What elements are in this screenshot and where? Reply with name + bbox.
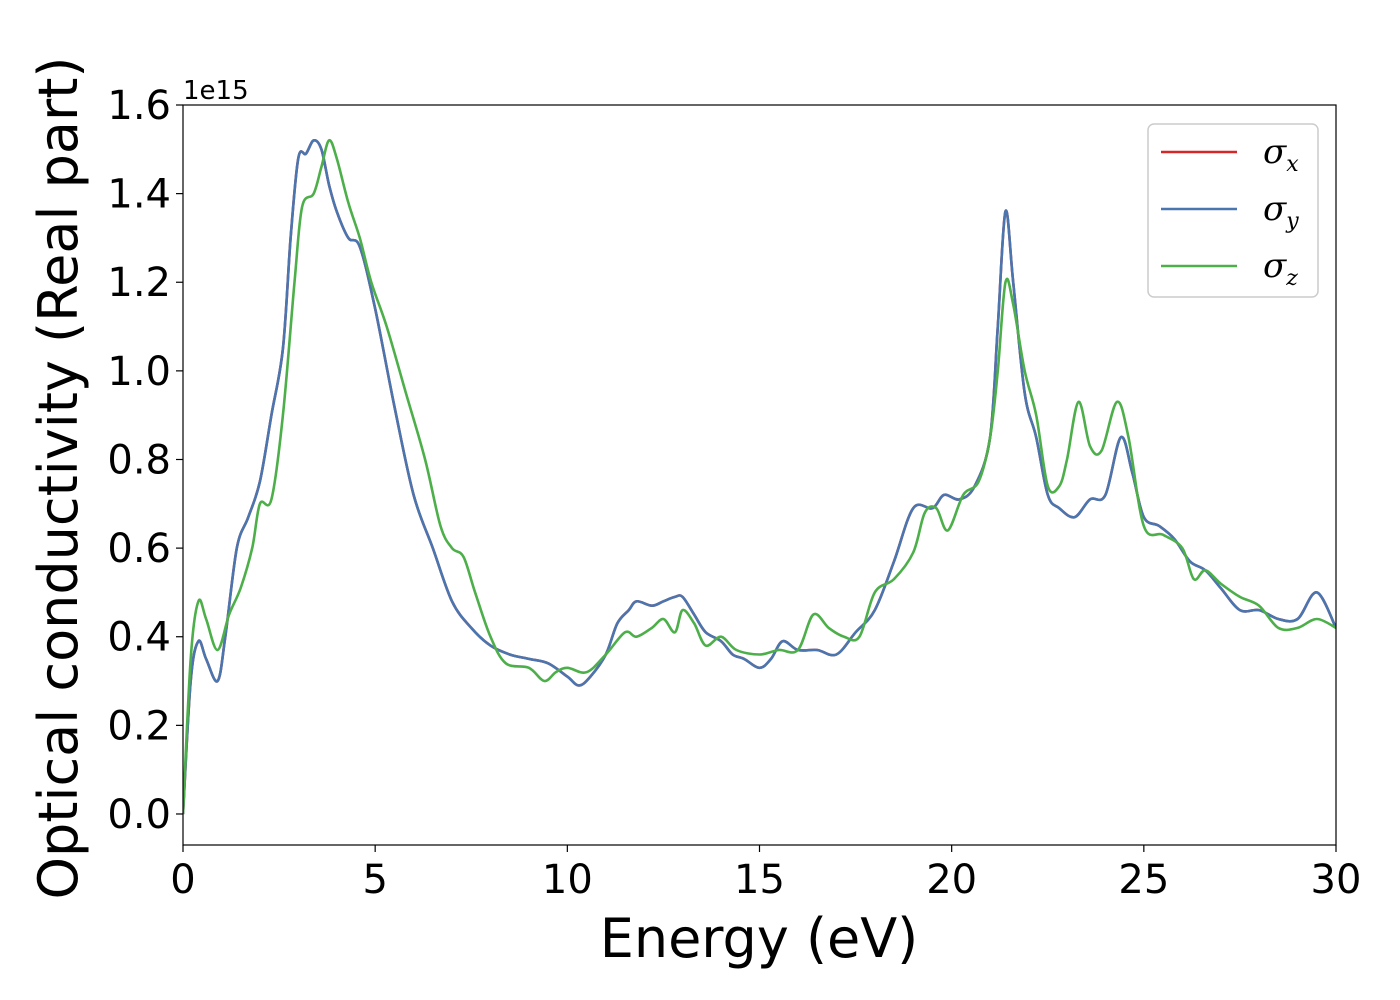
y-tick-label: 1.2 bbox=[107, 260, 171, 306]
x-tick-label: 0 bbox=[170, 857, 195, 903]
x-tick-label: 25 bbox=[1118, 857, 1169, 903]
y-tick-label: 1.6 bbox=[107, 83, 171, 129]
x-axis-ticks: 0 5 10 15 20 25 30 bbox=[170, 845, 1361, 903]
legend-subscript: x bbox=[1286, 152, 1299, 177]
x-tick-label: 20 bbox=[926, 857, 977, 903]
series-line-sigma-y bbox=[183, 138, 1336, 815]
y-tick-label: 0.6 bbox=[107, 526, 171, 572]
y-offset-label: 1e15 bbox=[183, 76, 249, 106]
y-tick-label: 0.2 bbox=[107, 703, 171, 749]
y-tick-label: 0.8 bbox=[107, 437, 171, 483]
y-axis-ticks: 0.0 0.2 0.4 0.6 0.8 1.0 1.2 1.4 1.6 bbox=[107, 83, 183, 838]
legend-box bbox=[1147, 123, 1319, 298]
series-layer bbox=[183, 138, 1336, 815]
legend-symbol: σ bbox=[1263, 246, 1287, 286]
y-tick-label: 0.0 bbox=[107, 792, 171, 838]
legend-symbol: σ bbox=[1263, 189, 1287, 229]
legend-label-sigma-x: σx bbox=[1263, 132, 1299, 177]
x-axis-title: Energy (eV) bbox=[600, 907, 919, 970]
legend-label-sigma-z: σz bbox=[1263, 246, 1298, 291]
series-line-sigma-z bbox=[183, 139, 1336, 815]
x-tick-label: 30 bbox=[1311, 857, 1362, 903]
y-tick-label: 1.0 bbox=[107, 349, 171, 395]
y-tick-label: 1.4 bbox=[107, 172, 171, 218]
x-tick-label: 5 bbox=[362, 857, 387, 903]
y-tick-label: 0.4 bbox=[107, 615, 171, 661]
legend-symbol: σ bbox=[1263, 132, 1287, 172]
x-tick-label: 15 bbox=[734, 857, 785, 903]
legend-subscript: z bbox=[1285, 266, 1298, 291]
legend-subscript: y bbox=[1285, 209, 1299, 234]
legend-label-sigma-y: σy bbox=[1263, 189, 1299, 234]
x-tick-label: 10 bbox=[542, 857, 593, 903]
y-axis-title: Optical conductivity (Real part) bbox=[27, 57, 90, 900]
